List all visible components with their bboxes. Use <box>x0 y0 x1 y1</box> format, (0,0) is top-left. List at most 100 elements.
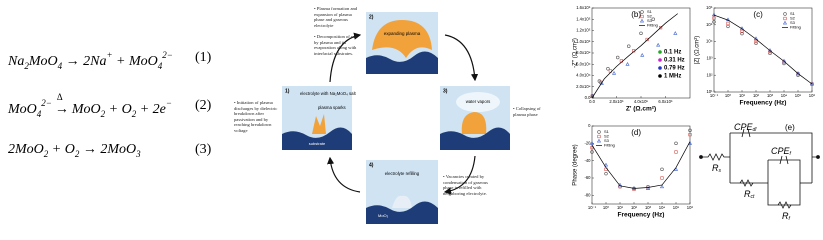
data-point <box>625 62 630 66</box>
circuit-label: Rct <box>744 189 755 200</box>
annotation-dot <box>658 74 662 78</box>
data-point <box>589 141 595 145</box>
data-point <box>612 71 617 75</box>
legend-swatch <box>596 138 602 143</box>
label-base: R <box>712 163 719 173</box>
y-tick-label: -20 <box>584 140 591 145</box>
x-tick-label: 10⁰ <box>725 93 732 98</box>
label-sub: f <box>789 216 791 222</box>
data-point <box>606 67 610 71</box>
panel-label: (c) <box>753 10 763 19</box>
stage-panel: 1) electrolyte with Na₂MoO₄ salt plasma … <box>282 86 357 150</box>
cycle-arrow <box>444 34 479 82</box>
data-point <box>740 29 744 34</box>
x-tick-label: 10² <box>753 93 760 98</box>
data-point <box>604 171 608 176</box>
data-point <box>660 167 664 172</box>
equation-part: − <box>165 98 172 108</box>
x-tick-label: 2.0x10⁵ <box>609 99 624 104</box>
circuit-label: Rs <box>712 163 722 174</box>
y-tick-label: 10⁵ <box>706 22 713 27</box>
plasma <box>312 114 326 134</box>
equation-part: → 2MoO <box>79 142 137 157</box>
legend-label: S2 <box>790 16 796 21</box>
equation-number: (2) <box>195 98 212 113</box>
resistor-rs <box>702 153 730 161</box>
x-tick-label: 10¹ <box>739 93 746 98</box>
legend-swatch <box>782 20 788 25</box>
stage-note: Vacancies created by condensation of gas… <box>443 174 493 196</box>
stage-note: Initiation of plasma discharges by diele… <box>234 100 280 134</box>
equation-part: MoO <box>71 102 101 117</box>
wire <box>765 132 818 183</box>
cpe-f <box>779 155 789 165</box>
annotation-dot <box>658 50 662 54</box>
label-base: R <box>782 211 789 221</box>
data-point <box>674 150 678 154</box>
plasma <box>461 112 487 134</box>
equation-part: → 2Na <box>62 54 107 69</box>
y-tick-label: 1.2x10⁵ <box>576 28 591 33</box>
y-tick-label: 6.0x10⁴ <box>576 61 591 66</box>
resistor-rf <box>777 201 792 209</box>
x-tick-label: 10² <box>631 205 638 210</box>
annotation-text: 0.31 Hz <box>664 58 685 64</box>
x-axis-label: Z' (Ω.cm²) <box>626 106 656 113</box>
stage-panel: 3) water vapors <box>440 86 510 150</box>
vapor <box>456 92 500 112</box>
x-tick-label: 4.0x10⁵ <box>634 99 649 104</box>
fit-line <box>591 141 691 189</box>
y-tick-label: 10² <box>706 72 713 77</box>
equation: Na2MoO4 → 2Na+ + MoO42− <box>8 50 173 71</box>
equation-part: MoO <box>28 54 58 69</box>
data-point <box>656 42 661 47</box>
y-tick-label: 0 <box>588 123 591 128</box>
stage-label: expanding plasma <box>384 31 421 36</box>
data-point <box>599 81 604 85</box>
data-point <box>688 133 692 137</box>
equation: 2MoO2 + O2 → 2MoO3 <box>8 142 141 159</box>
equation-part: + MoO <box>112 54 158 69</box>
x-axis-label: Frequency (Hz) <box>740 100 787 107</box>
legend-swatch <box>640 14 644 19</box>
y-tick-label: 10³ <box>706 56 713 61</box>
label-sub: dl <box>753 127 758 133</box>
equation-part: 4 <box>36 109 42 119</box>
equation-part: 2− <box>41 98 52 108</box>
stage-label: plasma sparks <box>318 105 346 110</box>
y-tick-label: 2.0x10⁴ <box>576 84 591 89</box>
substrate <box>282 127 352 150</box>
equation-part: + 2e <box>136 102 166 117</box>
equation-part: + <box>106 50 113 60</box>
data-point <box>603 162 609 167</box>
stage-label: substrate <box>309 141 326 146</box>
resistor-rct <box>739 179 754 187</box>
label-sub: f <box>790 151 792 157</box>
x-tick-label: 10⁶ <box>809 93 816 98</box>
x-tick-label: 0.0 <box>589 99 595 104</box>
y-tick-label: -80 <box>584 192 591 197</box>
x-tick-label: 10⁴ <box>781 93 788 98</box>
equation-part: 2 <box>24 61 29 71</box>
data-point <box>660 176 664 180</box>
cycle-arrow <box>327 156 361 193</box>
data-point <box>673 31 678 35</box>
fit-line <box>591 13 678 99</box>
plot-frame <box>713 7 813 93</box>
stage-note: Decomposition of salt by plasma and its … <box>314 34 362 56</box>
stage-label: electrolyte refilling <box>385 171 420 176</box>
legend-label: S3 <box>647 18 653 23</box>
stage-number: 1) <box>285 88 290 94</box>
x-tick-label: 10¹ <box>617 205 624 210</box>
arrow-condition: Δ <box>56 92 63 102</box>
panel-label: (e) <box>785 123 795 132</box>
equation-number: (3) <box>195 142 212 157</box>
data-point <box>590 150 594 154</box>
y-axis-label: |Z| (Ω.cm²) <box>695 36 701 65</box>
x-tick-label: 10³ <box>645 205 652 210</box>
data-point <box>768 51 772 56</box>
wire <box>767 159 801 206</box>
circuit-label: CPEdl <box>734 122 757 133</box>
annotation-text: 1 MHz <box>664 74 681 80</box>
data-point <box>688 128 692 133</box>
